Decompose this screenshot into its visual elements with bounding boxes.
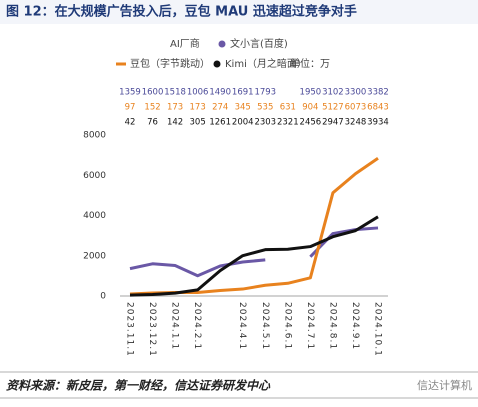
y-tick-label: 8000 (83, 131, 106, 141)
x-tick-label: 2024.9.1 (350, 302, 360, 350)
x-tick-label: 2024.8.1 (327, 302, 337, 350)
x-tick-label: 2024.2.1 (192, 302, 202, 350)
value-label: 173 (167, 103, 183, 113)
legend-label: Kimi（月之暗面） (225, 57, 307, 70)
value-label: 3248 (345, 118, 367, 128)
value-label: 3102 (322, 88, 344, 98)
value-label: 1600 (142, 88, 164, 98)
value-label: 2004 (232, 118, 254, 128)
value-label: 2456 (300, 118, 322, 128)
value-label: 1518 (164, 88, 186, 98)
series-line (129, 157, 379, 296)
value-label: 1261 (209, 118, 231, 128)
y-tick-label: 0 (100, 292, 106, 302)
value-label: 1490 (209, 88, 231, 98)
series-line (129, 258, 266, 278)
x-tick-label: 2023.11.1 (125, 302, 135, 357)
source-note: 资料来源：新皮层，第一财经，信达证券研发中心 (6, 379, 271, 393)
value-label: 1006 (187, 88, 209, 98)
value-label: 142 (167, 118, 183, 128)
x-tick-label: 2024.10.1 (373, 302, 383, 357)
x-tick-label: 2024.1.1 (170, 302, 180, 350)
x-tick-label: 2023.12.1 (147, 302, 157, 357)
value-label: 173 (190, 103, 206, 113)
x-tick-label: 2024.4.1 (237, 302, 247, 350)
value-label: 1793 (254, 88, 276, 98)
value-label: 5127 (322, 103, 344, 113)
value-label: 345 (235, 103, 251, 113)
series-line (129, 215, 379, 297)
value-label: 6843 (367, 103, 389, 113)
value-label: 1950 (300, 88, 322, 98)
value-label: 3934 (367, 118, 389, 128)
value-label: 274 (212, 103, 228, 113)
legend-title: AI厂商 (170, 37, 200, 50)
chart-title: 图 12：在大规模广告投入后，豆包 MAU 迅速超过竞争对手 (6, 4, 357, 20)
value-label: 2321 (277, 118, 299, 128)
title-bar (0, 0, 478, 24)
value-label: 2303 (254, 118, 276, 128)
legend-swatch (213, 60, 221, 68)
x-tick-label: 2024.7.1 (305, 302, 315, 350)
value-label: 6073 (345, 103, 367, 113)
x-tick-label: 2024.5.1 (260, 302, 270, 350)
value-label: 3382 (367, 88, 389, 98)
value-label: 1691 (232, 88, 254, 98)
value-label: 305 (190, 118, 206, 128)
series-line (309, 226, 379, 258)
value-label: 97 (125, 103, 136, 113)
legend-swatch (218, 40, 226, 48)
value-label: 535 (257, 103, 273, 113)
y-tick-label: 4000 (83, 211, 106, 221)
y-tick-label: 2000 (83, 251, 106, 261)
value-label: 2947 (322, 118, 344, 128)
x-tick-label: 2024.6.1 (282, 302, 292, 350)
value-label: 904 (302, 103, 318, 113)
value-label: 631 (280, 103, 296, 113)
value-label: 1359 (119, 88, 141, 98)
value-label: 76 (147, 118, 158, 128)
value-label: 3300 (345, 88, 367, 98)
value-label: 42 (125, 118, 136, 128)
unit-label: 单位：万 (290, 57, 330, 70)
y-tick-label: 6000 (83, 171, 106, 181)
value-label: 152 (144, 103, 160, 113)
legend-label: 文小言(百度) (230, 37, 288, 50)
brand: 信达计算机 (417, 378, 472, 392)
legend-label: 豆包（字节跳动） (130, 57, 210, 70)
